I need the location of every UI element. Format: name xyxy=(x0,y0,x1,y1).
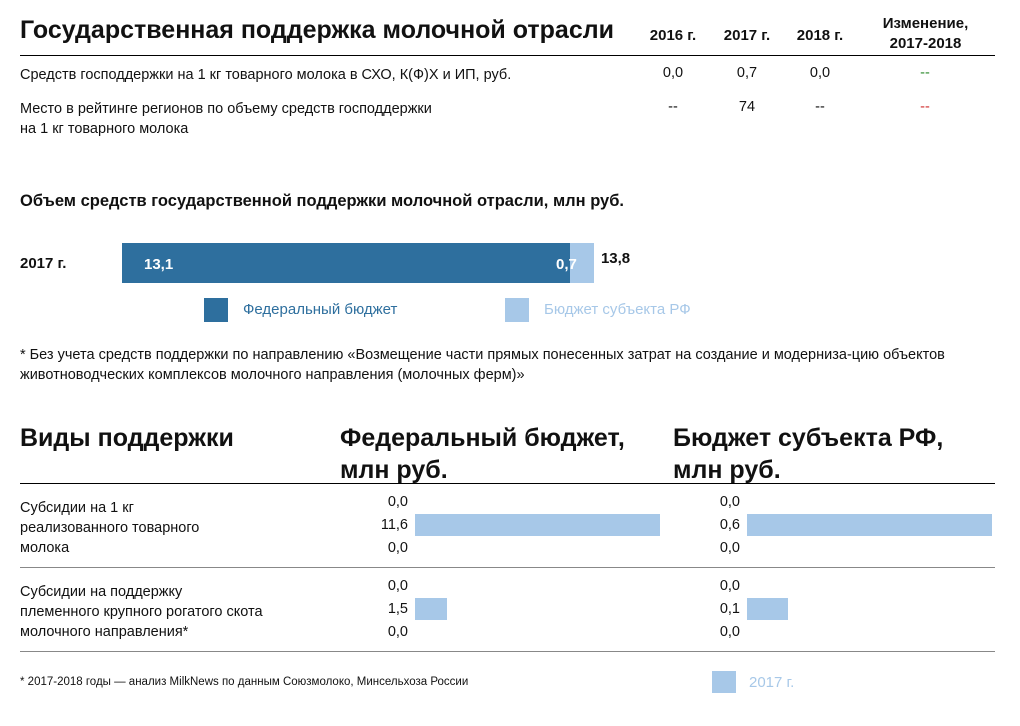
item-1-fed-value-2017: 11,6 xyxy=(380,517,408,533)
year-2016-header: 2016 г. xyxy=(649,27,697,44)
item-1-fed-bar-2017 xyxy=(415,514,660,536)
col-regional-header-line-1: Бюджет субъекта РФ, xyxy=(673,424,944,452)
item-2-reg-value-2017: 0,1 xyxy=(719,601,740,617)
footnote: * Без учета средств поддержки по направл… xyxy=(20,347,945,383)
item-1-fed-value-2018: 0,0 xyxy=(387,540,408,556)
volume-bar-regional xyxy=(570,243,594,283)
volume-bar-total-label: 13,8 xyxy=(600,250,631,267)
item-1-reg-bar-2017 xyxy=(747,514,992,536)
change-header: Изменение, 2017-2018 xyxy=(868,14,983,54)
footer-legend-swatch xyxy=(712,671,736,693)
header-divider xyxy=(20,55,995,56)
item-2-reg-bar-2017 xyxy=(747,598,788,620)
change-header-line-1: Изменение, xyxy=(882,15,969,32)
item-1-reg-value-2018: 0,0 xyxy=(719,540,740,556)
change-header-line-2: 2017-2018 xyxy=(889,35,962,52)
row-2-value-2017: 74 xyxy=(738,99,756,115)
col-federal-header-line-1: Федеральный бюджет, xyxy=(340,424,625,452)
support-item-1-line-3: молока xyxy=(20,540,70,556)
row-rating-label: Место в рейтинге регионов по объему сред… xyxy=(20,99,432,139)
row-subsidy-per-kg-label: Средств господдержки на 1 кг товарного м… xyxy=(20,67,512,83)
volume-bar-category: 2017 г. xyxy=(20,255,67,272)
row-1-value-2018: 0,0 xyxy=(809,65,831,81)
row-2-value-2018: -- xyxy=(815,99,825,115)
col-regional-header: Бюджет субъекта РФ, млн руб. xyxy=(673,422,943,486)
row-rating-label-line-2: на 1 кг товарного молока xyxy=(20,121,189,137)
year-2018-header: 2018 г. xyxy=(796,27,844,44)
item-2-fed-bar-2017 xyxy=(415,598,447,620)
item-2-fed-value-2018: 0,0 xyxy=(387,624,408,640)
support-item-2-label: Субсидии на поддержку племенного крупног… xyxy=(20,582,320,642)
item-2-fed-value-2016: 0,0 xyxy=(387,578,408,594)
item-2-reg-value-2018: 0,0 xyxy=(719,624,740,640)
support-item-2-line-3: молочного направления* xyxy=(20,624,189,640)
support-item-1-label: Субсидии на 1 кг реализованного товарног… xyxy=(20,498,320,558)
row-2-value-2016: -- xyxy=(668,99,678,115)
source-note: * 2017-2018 годы — анализ MilkNews по да… xyxy=(20,676,469,688)
item-1-fed-value-2016: 0,0 xyxy=(387,494,408,510)
item-2-fed-value-2017: 1,5 xyxy=(387,601,408,617)
volume-bar-regional-label: 0,7 xyxy=(556,256,577,273)
item-1-reg-value-2017: 0,6 xyxy=(719,517,740,533)
row-rating-label-line-1: Место в рейтинге регионов по объему сред… xyxy=(20,101,432,117)
page-title: Государственная поддержка молочной отрас… xyxy=(20,16,614,44)
year-2017-header: 2017 г. xyxy=(723,27,771,44)
legend-regional-swatch xyxy=(505,298,529,322)
support-item-2-line-1: Субсидии на поддержку xyxy=(20,584,183,600)
support-item-2-line-2: племенного крупного рогатого скота xyxy=(20,604,263,620)
legend-federal-swatch xyxy=(204,298,228,322)
table-header-divider xyxy=(20,483,995,484)
row-2-change: -- xyxy=(920,99,930,115)
row-1-value-2017: 0,7 xyxy=(736,65,758,81)
row-1-value-2016: 0,0 xyxy=(662,65,684,81)
col-kinds-header: Виды поддержки xyxy=(20,424,234,452)
support-item-1-line-2: реализованного товарного xyxy=(20,520,200,536)
volume-bar-federal xyxy=(122,243,570,283)
table-bottom-divider xyxy=(20,651,995,652)
item-2-reg-value-2016: 0,0 xyxy=(719,578,740,594)
row-1-change: -- xyxy=(920,65,930,81)
legend-federal-label: Федеральный бюджет xyxy=(243,301,398,318)
col-federal-header: Федеральный бюджет, млн руб. xyxy=(340,422,625,486)
support-item-1-line-1: Субсидии на 1 кг xyxy=(20,500,134,516)
footer-legend-label: 2017 г. xyxy=(749,674,795,691)
legend-regional-label: Бюджет субъекта РФ xyxy=(544,301,691,318)
col-federal-header-line-2: млн руб. xyxy=(340,456,448,484)
col-regional-header-line-2: млн руб. xyxy=(673,456,781,484)
volume-chart-title: Объем средств государственной поддержки … xyxy=(20,192,625,210)
volume-bar-federal-label: 13,1 xyxy=(144,256,174,273)
item-1-reg-value-2016: 0,0 xyxy=(719,494,740,510)
table-row-divider xyxy=(20,567,995,568)
